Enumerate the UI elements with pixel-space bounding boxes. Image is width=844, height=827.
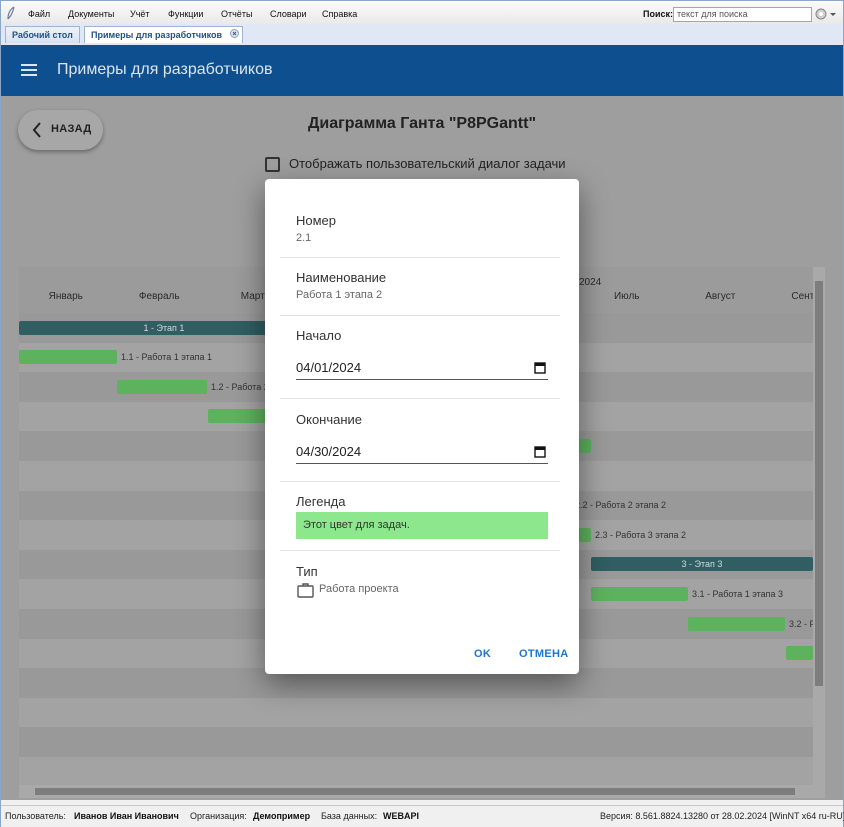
app-header — [1, 45, 843, 96]
menu-bar — [1, 1, 843, 24]
field-label: Окончание — [296, 412, 363, 427]
gantt-bar[interactable] — [117, 379, 207, 394]
month-label: Июль — [613, 291, 640, 302]
divider — [280, 550, 560, 551]
gantt-row — [19, 697, 813, 728]
field-value: Работа проекта — [319, 583, 399, 595]
back-icon — [32, 122, 41, 138]
h-scroll-thumb[interactable] — [35, 788, 795, 795]
checkbox[interactable] — [265, 157, 280, 172]
status-value: Иванов Иван Иванович — [74, 811, 179, 821]
field-label: Тип — [296, 564, 318, 579]
settings-button[interactable] — [814, 7, 838, 21]
field-value: 2.1 — [296, 232, 312, 244]
menu-item[interactable]: Функции — [168, 9, 204, 19]
bar-label: 1 - Этап 1 — [143, 322, 185, 333]
date-value: 04/01/2024 — [296, 360, 362, 375]
gantt-bar[interactable] — [19, 320, 309, 335]
month-strip: Январь Февраль Март Июль Август Сентябрь — [19, 96, 813, 800]
status-bar — [1, 805, 843, 827]
field-value: Работа 1 этапа 2 — [296, 289, 383, 301]
calendar-icon[interactable] — [534, 445, 546, 458]
cancel-button[interactable]: ОТМЕНА — [519, 648, 569, 660]
search-input[interactable]: текст для поиска — [673, 7, 812, 22]
app-icon — [7, 6, 15, 20]
divider — [280, 257, 560, 258]
tab-active[interactable]: Примеры для разработчиков — [84, 26, 244, 43]
status-label: Организация: — [190, 811, 247, 821]
status-label: Пользователь: — [5, 811, 66, 821]
month-label: Январь — [48, 291, 83, 302]
field-label: Номер — [296, 213, 337, 228]
search-label: Поиск: — [643, 9, 674, 19]
menu-item[interactable]: Файл — [28, 9, 51, 19]
month-label: Август — [705, 291, 736, 302]
gantt-bar[interactable] — [591, 557, 813, 572]
date-input[interactable]: 04/01/2024 — [296, 359, 548, 380]
briefcase-icon — [297, 583, 314, 598]
ok-button[interactable]: OK — [474, 648, 492, 660]
menu-item[interactable]: Справка — [322, 9, 358, 19]
bar-label: 3 - Этап 3 — [681, 559, 723, 570]
header-title: Примеры для разработчиков — [57, 61, 273, 78]
tab-close[interactable] — [230, 29, 239, 38]
date-value: 04/30/2024 — [296, 444, 362, 459]
menu-item[interactable]: Учёт — [130, 9, 150, 19]
bar-label: 1.1 - Работа 1 этапа 1 — [121, 352, 213, 363]
gantt-bar[interactable] — [19, 350, 117, 365]
status-label: База данных: — [321, 811, 378, 821]
gantt-row — [19, 757, 813, 785]
month-label: Сентябрь — [791, 291, 813, 302]
status-version: Версия: 8.561.8824.13280 от 28.02.2024 [… — [600, 811, 844, 821]
date-input[interactable]: 04/30/2024 — [296, 443, 548, 464]
menu-button[interactable] — [21, 63, 37, 77]
gantt-year: 2024 — [579, 277, 602, 288]
bar-label: 1.2 - Работа 2 этапа 1 — [211, 381, 303, 392]
gantt-bar[interactable] — [591, 586, 688, 601]
bar-label: 3.2 - Работа 2 этапа 3 — [789, 618, 813, 629]
v-scroll-thumb[interactable] — [815, 281, 823, 686]
divider — [280, 398, 560, 399]
status-value: Демопример — [253, 811, 311, 821]
divider — [280, 315, 560, 316]
back-button[interactable] — [18, 110, 103, 150]
month-label: Февраль — [138, 291, 180, 302]
page-title: Диаграмма Ганта "P8PGantt" — [307, 115, 537, 132]
menu-item[interactable]: Документы — [68, 9, 115, 19]
checkbox-label: Отображать пользовательский диалог задач… — [289, 156, 566, 171]
menu-item[interactable]: Отчёты — [221, 9, 253, 19]
gantt-bar[interactable] — [688, 616, 785, 631]
field-label: Легенда — [296, 494, 346, 509]
legend-swatch: Этот цвет для задач. — [296, 512, 548, 539]
menu-item[interactable]: Словари — [270, 9, 307, 19]
divider — [280, 481, 560, 482]
task-dialog: Номер 2.1 Наименование Работа 1 этапа 2 … — [265, 179, 579, 674]
back-label: НАЗАД — [51, 123, 92, 135]
bar-label: 3.1 - Работа 1 этапа 3 — [692, 588, 784, 599]
tab[interactable]: Рабочий стол — [5, 26, 80, 43]
month-label: Март — [240, 291, 265, 302]
gantt-bar[interactable] — [786, 646, 813, 661]
status-value: WEBAPI — [383, 811, 419, 821]
bar-label: 2.2 - Работа 2 этапа 2 — [575, 500, 667, 511]
field-label: Наименование — [296, 270, 387, 285]
calendar-icon[interactable] — [534, 361, 546, 374]
gantt-row — [19, 727, 813, 757]
bar-label: 2.3 - Работа 3 этапа 2 — [595, 529, 687, 540]
field-label: Начало — [296, 328, 342, 343]
